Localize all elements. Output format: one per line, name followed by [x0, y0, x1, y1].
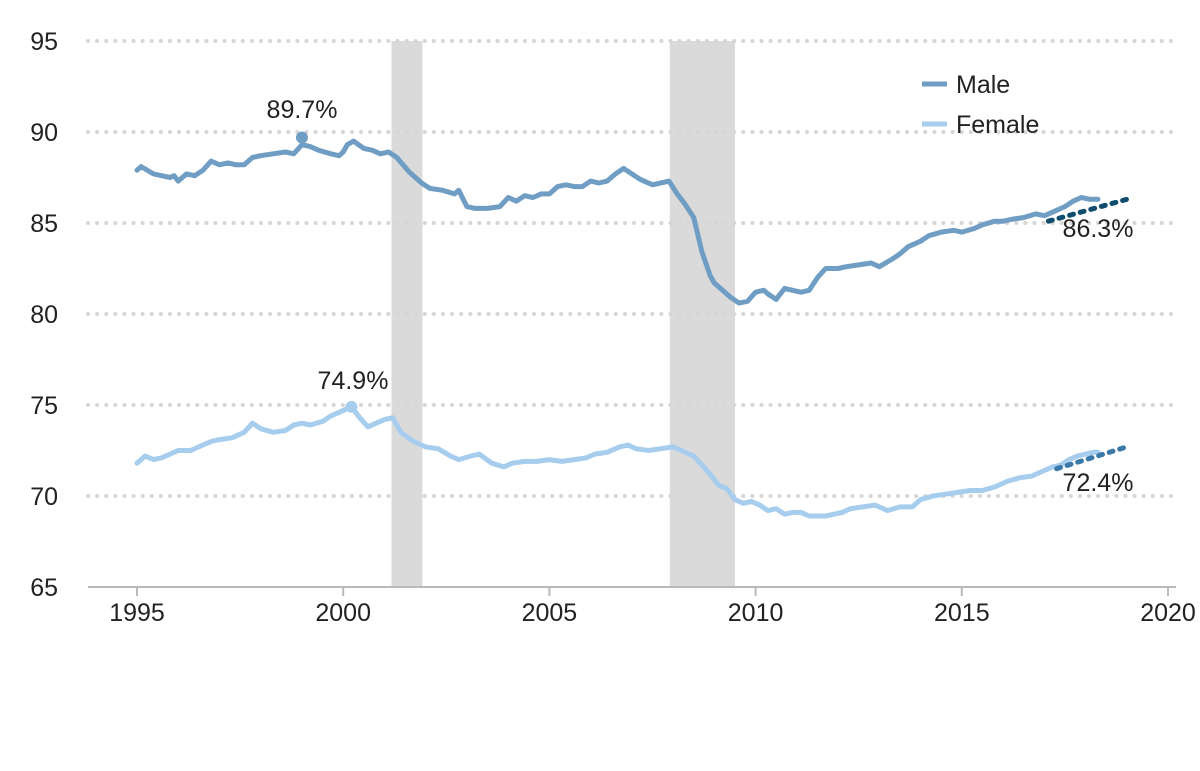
y-tick-label: 80 — [30, 301, 58, 329]
peak-marker-female — [345, 400, 358, 413]
peak-marker-male — [295, 131, 308, 144]
y-tick-label: 70 — [30, 483, 58, 511]
series-layer — [134, 138, 1101, 519]
axes: 65 70 75 80 85 90 95 1995 2000 2005 2010 2015 2020 — [30, 28, 1196, 627]
legend-label-female: Female — [956, 111, 1039, 139]
gridlines — [86, 39, 1178, 498]
x-tick-label: 2020 — [1140, 599, 1196, 627]
female-end-label: 72.4% — [1063, 469, 1134, 497]
series-line-male — [134, 138, 1101, 306]
x-tick-label: 2010 — [728, 599, 784, 627]
legend-label-male: Male — [956, 71, 1010, 99]
projection-layer — [1045, 196, 1130, 472]
y-tick-label: 95 — [30, 28, 58, 56]
legend: Male Female — [922, 71, 1039, 139]
series-line-female — [134, 404, 1101, 519]
y-tick-label: 75 — [30, 392, 58, 420]
x-tick-label: 2015 — [934, 599, 990, 627]
x-tick-label: 2000 — [315, 599, 371, 627]
y-tick-label: 90 — [30, 119, 58, 147]
y-tick-label: 65 — [30, 574, 58, 602]
annotation-layer: 89.7% 74.9% 86.3% 72.4% — [267, 96, 1134, 497]
projection-line-female — [1054, 444, 1130, 472]
projection-line-male — [1045, 196, 1130, 224]
x-tick-label: 1995 — [109, 599, 165, 627]
x-tick-label: 2005 — [522, 599, 578, 627]
male-peak-label: 89.7% — [267, 96, 338, 124]
male-end-label: 86.3% — [1063, 215, 1134, 243]
y-tick-label: 85 — [30, 210, 58, 238]
female-peak-label: 74.9% — [318, 367, 389, 395]
